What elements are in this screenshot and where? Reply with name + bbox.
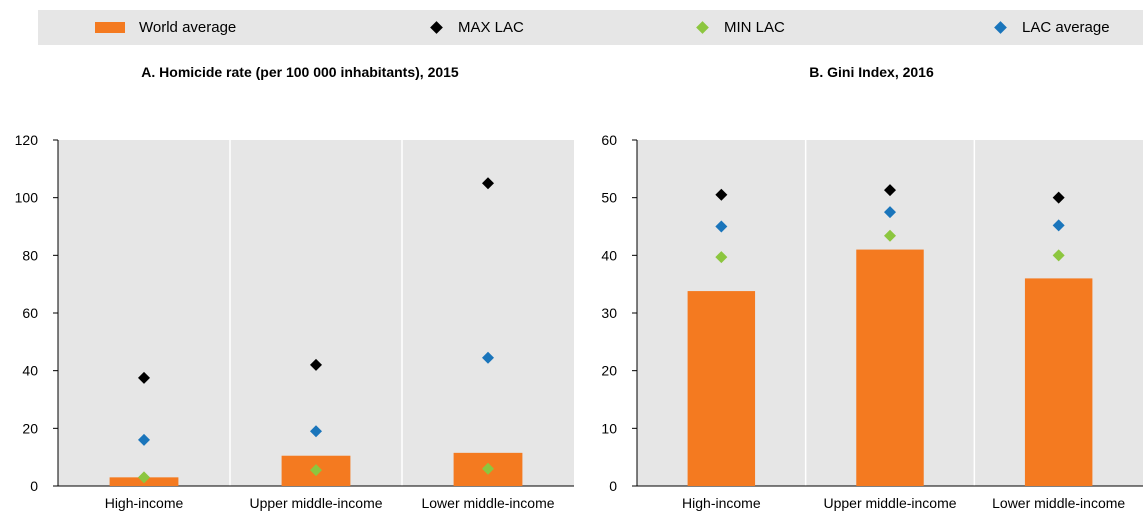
marker-max-lac — [1052, 191, 1065, 204]
marker-max-lac — [482, 177, 494, 190]
chart-legend: World average MAX LAC MIN LAC LAC averag… — [38, 10, 1143, 45]
bar-world-average — [1024, 278, 1093, 486]
legend-item-world-average: World average — [95, 10, 236, 45]
legend-item-min-lac: MIN LAC — [696, 10, 785, 45]
marker-lac-average — [1052, 219, 1065, 232]
marker-max-lac — [138, 371, 150, 384]
y-tick-label: 120 — [15, 132, 39, 148]
panel-b-title: B. Gini Index, 2016 — [809, 64, 934, 80]
marker-min-lac — [310, 464, 322, 477]
marker-min-lac — [482, 462, 494, 475]
marker-min-lac — [138, 471, 150, 484]
y-tick-label: 40 — [22, 363, 38, 379]
y-tick-label: 50 — [601, 190, 617, 206]
marker-min-lac — [884, 229, 896, 242]
y-tick-label: 80 — [22, 247, 38, 263]
marker-lac-average — [482, 351, 494, 364]
y-tick-label: 100 — [15, 190, 39, 206]
legend-item-lac-average: LAC average — [994, 10, 1110, 45]
marker-max-lac — [310, 358, 322, 371]
legend-label: LAC average — [1022, 19, 1110, 36]
x-tick-label: High-income — [105, 495, 184, 511]
legend-label: MIN LAC — [724, 19, 785, 36]
x-tick-label: Lower middle-income — [992, 495, 1125, 511]
y-tick-label: 60 — [601, 132, 617, 148]
y-tick-label: 0 — [609, 478, 617, 494]
y-tick-label: 20 — [601, 363, 617, 379]
marker-lac-average — [138, 433, 150, 446]
x-tick-label: High-income — [682, 495, 761, 511]
bar-world-average — [856, 249, 924, 486]
y-tick-label: 0 — [30, 478, 38, 494]
x-tick-label: Upper middle-income — [823, 495, 956, 511]
bar-world-average — [687, 291, 756, 486]
legend-item-max-lac: MAX LAC — [430, 10, 524, 45]
marker-min-lac — [1052, 249, 1065, 262]
marker-lac-average — [310, 425, 322, 438]
y-tick-label: 40 — [601, 247, 617, 263]
y-tick-label: 60 — [22, 305, 38, 321]
panel-a-title: A. Homicide rate (per 100 000 inhabitant… — [141, 64, 459, 80]
x-tick-label: Lower middle-income — [421, 495, 554, 511]
marker-min-lac — [715, 251, 728, 264]
marker-max-lac — [884, 184, 896, 197]
marker-max-lac — [715, 188, 728, 201]
legend-label: World average — [139, 19, 237, 36]
y-tick-label: 20 — [22, 420, 38, 436]
y-tick-label: 30 — [601, 305, 617, 321]
legend-label: MAX LAC — [458, 19, 524, 36]
marker-lac-average — [884, 206, 896, 219]
marker-lac-average — [715, 220, 728, 233]
legend-swatch-world-average — [95, 22, 125, 33]
x-tick-label: Upper middle-income — [249, 495, 382, 511]
y-tick-label: 10 — [601, 420, 617, 436]
